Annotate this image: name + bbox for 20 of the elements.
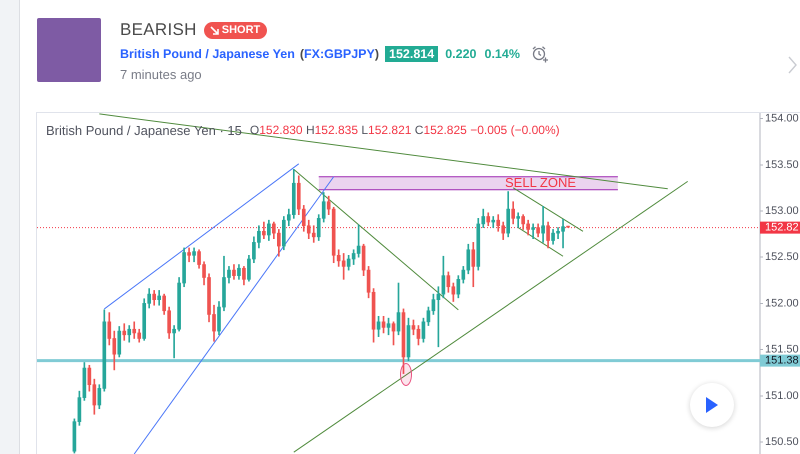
y-tick-label: 154.00 [765,112,799,125]
ref-line-label: 152.82 [765,222,799,234]
text: 0.220 [445,46,476,60]
annotation: SELL ZONE [505,175,576,190]
y-tick-label: 151.00 [765,390,799,402]
y-tick-label: 152.50 [765,251,799,264]
chart-title: BEARISH [120,20,197,40]
ref-line-label: 151.38 [765,354,799,367]
text: 7 minutes ago [120,67,202,82]
text: 0.14% [484,46,520,60]
text: O152.830 H152.835 L152.821 C152.825 −0.005 (−0.00%) [250,123,560,137]
text: 152.814 [385,46,438,62]
y-tick-label: 153.50 [765,158,799,171]
text: SHORT [222,24,260,36]
text: (FX:GBPJPY) [300,46,380,60]
y-tick-label: 151.50 [765,344,799,356]
y-tick-label: 152.00 [765,297,799,310]
y-tick-label: 153.00 [765,204,799,217]
y-tick-label: 150.50 [765,436,799,448]
chart-subtitle: British Pound / Japanese Yen [120,46,295,60]
